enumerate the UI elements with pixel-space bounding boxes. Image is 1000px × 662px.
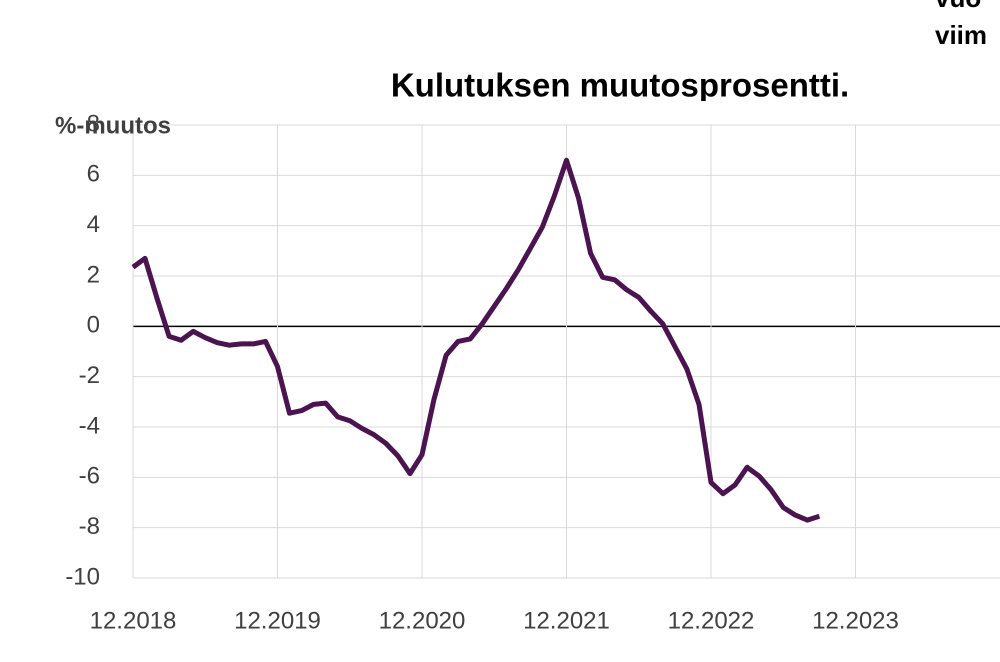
y-tick-label: -8 [79,513,100,540]
y-tick-label: 2 [87,261,100,288]
y-tick-label: 8 [87,110,100,137]
corner-text: viim [935,20,987,50]
x-tick-label: 12.2022 [668,607,755,634]
x-tick-label: 12.2020 [379,607,466,634]
x-tick-label: 12.2018 [90,607,177,634]
y-tick-label: 6 [87,161,100,188]
y-tick-label: 0 [87,312,100,339]
x-tick-label: 12.2021 [523,607,610,634]
y-tick-label: 4 [87,211,100,238]
x-tick-label: 12.2019 [234,607,321,634]
y-tick-label: -2 [79,362,100,389]
data-line [131,157,821,523]
corner-text: vuo [935,0,981,13]
y-axis-label: %-muutos [55,112,171,139]
y-tick-label: -10 [65,563,100,590]
y-tick-label: -4 [79,412,100,439]
y-tick-label: -6 [79,463,100,490]
chart-title: Kulutuksen muutosprosentti. [391,67,849,104]
x-tick-label: 12.2023 [812,607,899,634]
